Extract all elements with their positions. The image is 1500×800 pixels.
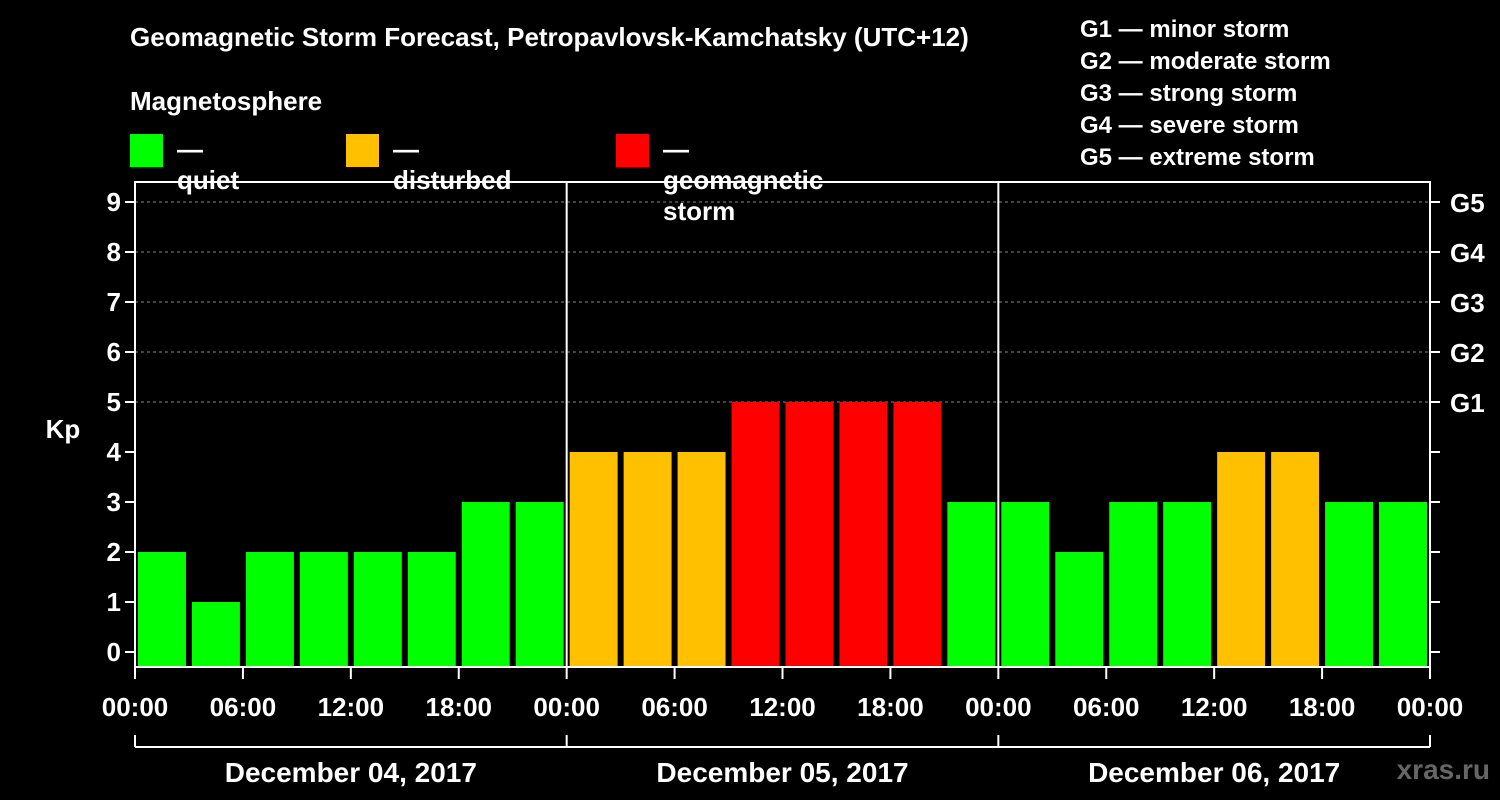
kp-bar-6	[461, 502, 510, 667]
kp-bar-12	[785, 402, 834, 667]
storm-level-legend: G1 — minor storm G2 — moderate storm G3 …	[1080, 14, 1331, 174]
kp-bar-18	[1109, 502, 1158, 667]
day-label-1: December 05, 2017	[656, 757, 908, 788]
storm-axis-label-g2: G2	[1450, 338, 1485, 368]
x-tick-label-2: 12:00	[318, 692, 385, 722]
storm-level-g3: G3 — strong storm	[1080, 80, 1298, 107]
legend-swatch-storm	[616, 134, 649, 167]
kp-bar-13	[839, 402, 888, 667]
legend-swatch-disturbed	[346, 134, 379, 167]
kp-bar-15	[947, 502, 996, 667]
y-tick-label-8: 8	[107, 237, 121, 267]
kp-bar-19	[1163, 502, 1212, 667]
x-tick-label-9: 06:00	[1073, 692, 1140, 722]
x-tick-label-6: 12:00	[749, 692, 816, 722]
day-label-2: December 06, 2017	[1088, 757, 1340, 788]
legend-label-quiet: — quiet	[177, 134, 240, 195]
legend-heading: Magnetosphere	[130, 86, 323, 116]
watermark: xras.ru	[1396, 754, 1490, 785]
x-tick-label-4: 00:00	[533, 692, 600, 722]
y-tick-label-6: 6	[107, 337, 121, 367]
y-tick-label-9: 9	[107, 187, 121, 217]
legend-label-storm: — geomagnetic storm	[663, 134, 824, 226]
storm-axis-label-g5: G5	[1450, 188, 1485, 218]
kp-bar-21	[1271, 452, 1320, 667]
kp-bar-10	[677, 452, 726, 667]
x-tick-label-8: 00:00	[965, 692, 1032, 722]
kp-bar-7	[515, 502, 564, 667]
kp-bar-1	[191, 602, 240, 667]
kp-bar-2	[245, 552, 294, 667]
y-tick-label-1: 1	[107, 587, 121, 617]
storm-level-g4: G4 — severe storm	[1080, 112, 1299, 139]
y-axis-label: Kp	[46, 414, 81, 444]
legend-swatch-quiet	[130, 134, 163, 167]
x-tick-label-7: 18:00	[857, 692, 924, 722]
x-tick-label-3: 18:00	[426, 692, 493, 722]
storm-level-g2: G2 — moderate storm	[1080, 48, 1331, 75]
day-label-0: December 04, 2017	[225, 757, 477, 788]
kp-bar-3	[299, 552, 348, 667]
y-tick-label-2: 2	[107, 537, 121, 567]
kp-bar-17	[1055, 552, 1104, 667]
kp-bar-23	[1379, 502, 1427, 667]
x-tick-label-5: 06:00	[641, 692, 708, 722]
y-tick-label-5: 5	[107, 387, 121, 417]
storm-level-g5: G5 — extreme storm	[1080, 144, 1315, 171]
x-tick-label-0: 00:00	[102, 692, 169, 722]
y-tick-label-4: 4	[107, 437, 122, 467]
x-tick-label-12: 00:00	[1397, 692, 1464, 722]
kp-bar-11	[731, 402, 780, 667]
storm-axis-label-g4: G4	[1450, 238, 1485, 268]
kp-bar-20	[1217, 452, 1266, 667]
x-tick-label-10: 12:00	[1181, 692, 1248, 722]
y-tick-label-3: 3	[107, 487, 121, 517]
kp-bar-4	[353, 552, 402, 667]
storm-axis-label-g3: G3	[1450, 288, 1485, 318]
kp-bar-5	[407, 552, 456, 667]
kp-bar-14	[893, 402, 942, 667]
storm-level-g1: G1 — minor storm	[1080, 16, 1290, 43]
x-tick-label-11: 18:00	[1289, 692, 1356, 722]
y-tick-label-7: 7	[107, 287, 121, 317]
kp-bar-0	[138, 552, 186, 667]
chart-title: Geomagnetic Storm Forecast, Petropavlovs…	[130, 22, 969, 52]
storm-axis-label-g1: G1	[1450, 388, 1485, 418]
y-tick-label-0: 0	[107, 637, 121, 667]
kp-bar-22	[1325, 502, 1374, 667]
legend-label-disturbed: — disturbed	[393, 134, 512, 195]
kp-bar-16	[1001, 502, 1050, 667]
kp-bar-8	[569, 452, 618, 667]
x-tick-label-1: 06:00	[210, 692, 277, 722]
kp-bar-9	[623, 452, 672, 667]
